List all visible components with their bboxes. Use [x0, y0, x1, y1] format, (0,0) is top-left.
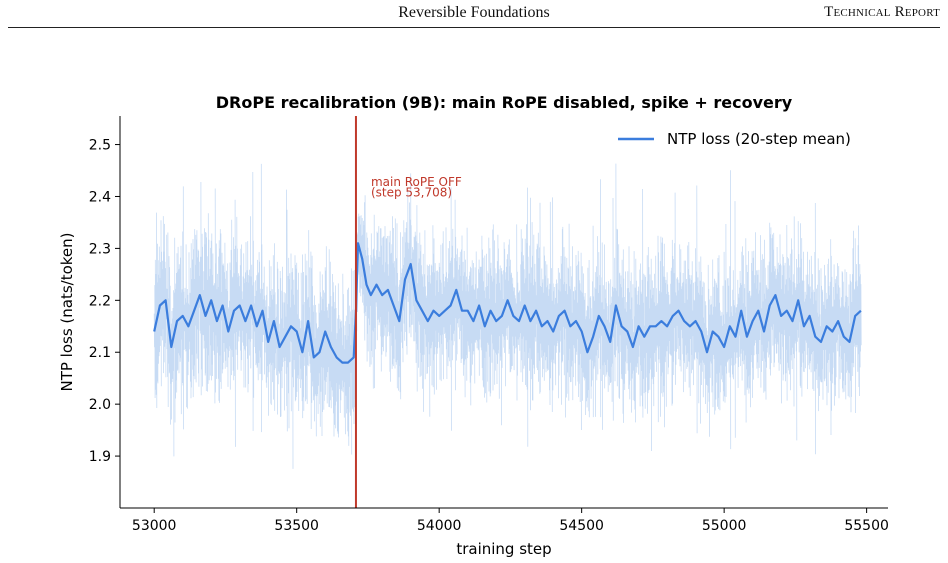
x-tick-label: 53000 — [132, 518, 177, 534]
x-tick-label: 55000 — [702, 518, 747, 534]
x-tick-label: 55500 — [844, 518, 889, 534]
running-header: Reversible Foundations Technical Report — [0, 0, 948, 28]
y-ticks: 1.9 2.0 2.1 2.2 2.3 2.4 2.5 — [89, 138, 120, 465]
x-axis-label: training step — [456, 540, 551, 558]
y-axis-label: NTP loss (nats/token) — [58, 232, 76, 391]
rope-off-annotation: main RoPE OFF — [371, 175, 462, 189]
running-header-label: Technical Report — [824, 4, 940, 20]
running-header-title: Reversible Foundations — [398, 4, 550, 21]
rope-off-step-annotation: (step 53,708) — [371, 185, 452, 199]
header-rule — [8, 27, 940, 28]
y-tick-label: 2.0 — [89, 397, 111, 413]
y-tick-label: 2.4 — [89, 189, 111, 205]
x-tick-label: 53500 — [274, 518, 319, 534]
x-ticks: 53000 53500 54000 54500 55000 55500 — [132, 508, 889, 534]
x-tick-label: 54500 — [559, 518, 604, 534]
y-tick-label: 2.5 — [89, 138, 111, 154]
mean-loss-line — [153, 242, 862, 364]
y-tick-label: 2.2 — [89, 293, 111, 309]
chart-title: DRoPE recalibration (9B): main RoPE disa… — [216, 93, 793, 112]
x-tick-label: 54000 — [417, 518, 462, 534]
y-tick-label: 2.3 — [89, 241, 111, 257]
legend: NTP loss (20-step mean) — [618, 130, 851, 148]
legend-label: NTP loss (20-step mean) — [667, 130, 851, 148]
y-tick-label: 2.1 — [89, 345, 111, 361]
y-tick-label: 1.9 — [89, 449, 111, 465]
